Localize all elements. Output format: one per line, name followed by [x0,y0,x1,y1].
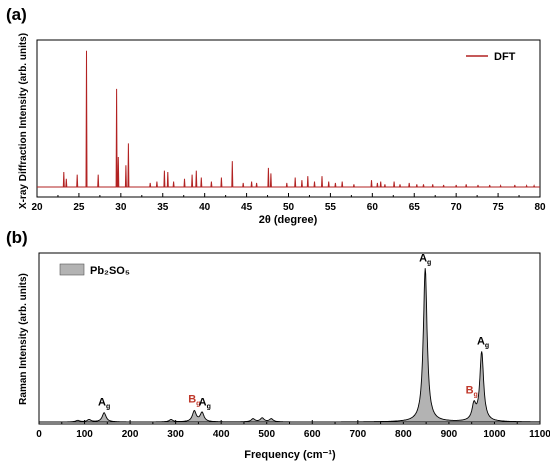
panel-a-x-tick-label: 60 [367,202,379,213]
panel-b-x-tick-label: 800 [395,429,412,440]
panel-b-raman-area [39,268,541,423]
panel-b-x-tick-label: 200 [122,429,139,440]
panel-b-peak-label: Ag [199,397,211,411]
panel-b-x-title: Frequency (cm⁻¹) [244,449,336,461]
panel-a-y-title: X-ray Diffraction Intensity (arb. units) [18,33,29,209]
panel-b-x-tick-label: 300 [167,429,184,440]
panel-a-x-tick-label: 75 [493,202,505,213]
panel-b-label: (b) [6,228,28,247]
panel-b-x-tick-label: 400 [213,429,230,440]
panel-a-x-tick-label: 25 [73,202,85,213]
panel-a-x-tick-label: 30 [115,202,127,213]
panel-b-peak-label: Ag [98,397,110,411]
panel-b-frame [38,252,541,425]
panel-a-x-tick-label: 65 [409,202,421,213]
panel-a-x-tick-label: 45 [241,202,253,213]
panel-b-x-tick-label: 500 [258,429,275,440]
panel-a-legend-label: DFT [494,51,516,63]
panel-b-x-tick-label: 1000 [483,429,506,440]
panel-b-x-tick-label: 100 [76,429,93,440]
panel-b-legend-label: Pb₂SO₅ [90,265,130,277]
panel-b-chart: 0 100 200 300 400 500 600 700 800 900 1000 1100 AgB… [18,252,550,461]
panel-a-x-tick-label: 55 [325,202,337,213]
panel-a-dft-line [37,50,540,188]
panel-a-x-title: 2θ (degree) [259,214,318,226]
panel-b-x-tick-label: 1100 [529,429,550,440]
panel-b-peak-label: Ag [419,252,431,266]
panel-b-legend-swatch [59,263,85,276]
panel-a-x-tick-label: 50 [283,202,295,213]
panel-b-peak-label: Bg [466,384,478,398]
panel-b-peak-label: Ag [477,335,489,349]
panel-b-x-tick-label: 0 [36,429,42,440]
panel-a-x-ticks: 20 25 30 35 40 45 50 55 60 65 70 75 80 [31,193,546,213]
panel-a-x-tick-label: 80 [534,202,546,213]
panel-b-x-tick-label: 700 [349,429,366,440]
panel-a-x-tick-label: 35 [157,202,169,213]
panel-a-chart: 20 25 30 35 40 45 50 55 60 65 70 75 80 DFT 2θ (degre… [18,33,546,226]
panel-b-y-title: Raman Intensity (arb. units) [18,273,29,405]
panel-b-x-ticks: 0 100 200 300 400 500 600 700 800 900 1000 1100 [36,420,550,440]
panel-b-peak-label: Bg [188,394,200,408]
panel-b-x-tick-label: 900 [441,429,458,440]
panel-a-x-tick-label: 70 [451,202,463,213]
panel-a-x-tick-label: 20 [31,202,43,213]
panel-b-x-tick-label: 600 [304,429,321,440]
panel-a-frame [36,39,541,198]
panel-a-label: (a) [6,5,27,24]
panel-a-x-tick-label: 40 [199,202,211,213]
